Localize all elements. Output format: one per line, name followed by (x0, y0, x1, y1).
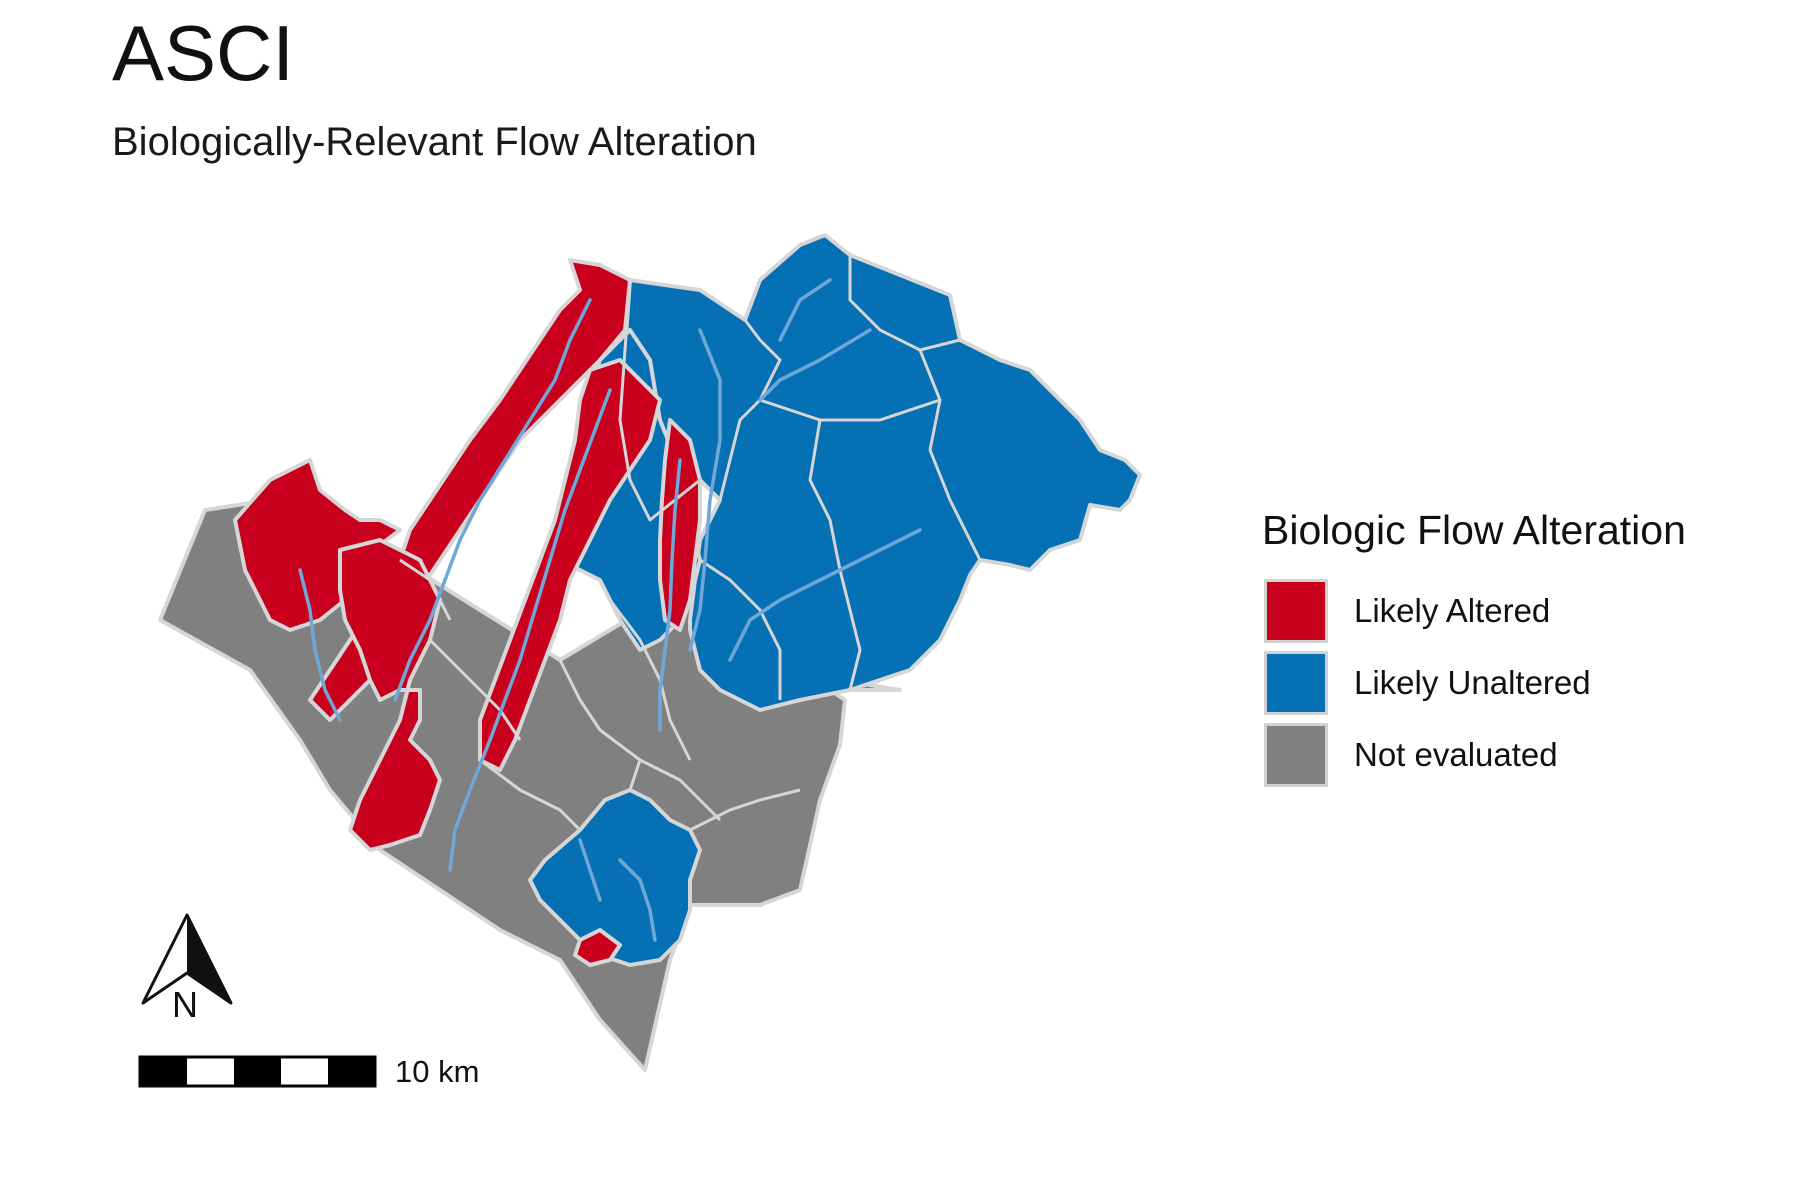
north-arrow-label: N (172, 984, 198, 1025)
subbasin-boundaries (399, 255, 982, 832)
legend-label-not-evaluated: Not evaluated (1354, 736, 1558, 773)
map-subtitle: Biologically-Relevant Flow Alteration (112, 120, 757, 164)
map-title: ASCI (112, 9, 295, 97)
scale-bar (138, 1055, 377, 1088)
region-unaltered-east (618, 233, 1142, 712)
region-altered-mid (478, 358, 662, 772)
legend-label-altered: Likely Altered (1354, 592, 1551, 629)
north-arrow-icon (141, 913, 233, 1005)
region-altered-southwest (338, 538, 442, 852)
legend-swatch-not-evaluated (1264, 723, 1328, 787)
legend-swatch-unaltered (1264, 651, 1328, 715)
map-legend: Biologic Flow Alteration Likely Altered … (1262, 510, 1686, 791)
legend-label-unaltered: Likely Unaltered (1354, 664, 1591, 701)
stream-network (298, 278, 922, 942)
legend-item-likely-unaltered: Likely Unaltered (1262, 647, 1686, 719)
legend-title: Biologic Flow Alteration (1262, 507, 1686, 553)
legend-swatch-altered (1264, 579, 1328, 643)
legend-item-likely-altered: Likely Altered (1262, 575, 1686, 647)
scale-bar-label: 10 km (395, 1054, 480, 1089)
legend-item-not-evaluated: Not evaluated (1262, 719, 1686, 791)
region-altered-south (573, 928, 622, 967)
